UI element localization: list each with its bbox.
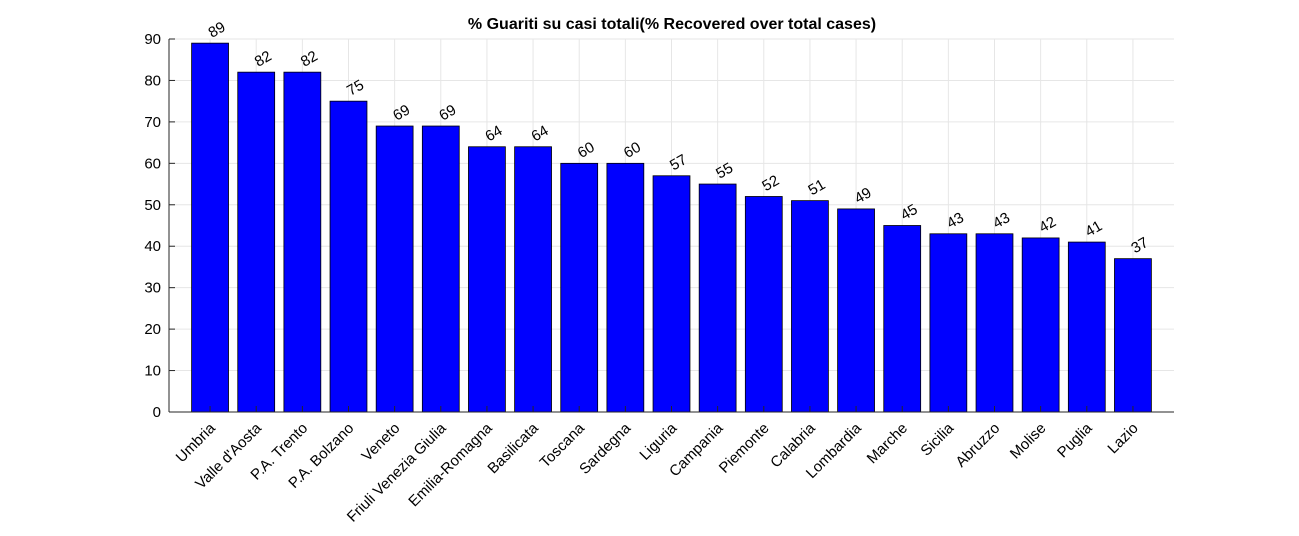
data-label: 41 bbox=[1082, 217, 1105, 240]
bar bbox=[744, 196, 783, 413]
y-tick-label: 70 bbox=[144, 114, 161, 131]
data-label: 60 bbox=[621, 139, 644, 162]
x-tick-label: Sicilia bbox=[917, 419, 957, 459]
y-tick-label: 10 bbox=[144, 363, 161, 380]
y-tick-label: 50 bbox=[144, 197, 161, 214]
bar bbox=[560, 162, 599, 413]
x-tick-label: Emilia-Romagna bbox=[405, 419, 496, 510]
data-label: 42 bbox=[1036, 213, 1059, 236]
y-tick-label: 80 bbox=[144, 72, 161, 89]
bar bbox=[698, 183, 737, 413]
bar bbox=[791, 200, 829, 413]
data-label: 43 bbox=[990, 209, 1013, 232]
data-label: 64 bbox=[482, 122, 505, 145]
y-tick-label: 20 bbox=[144, 321, 161, 338]
bar bbox=[283, 71, 322, 413]
data-label: 75 bbox=[344, 77, 367, 100]
data-label: 43 bbox=[944, 209, 967, 232]
bar bbox=[652, 175, 691, 413]
chart-title: % Guariti su casi totali(% Recovered ove… bbox=[468, 16, 876, 33]
x-tick-label: Molise bbox=[1007, 420, 1050, 463]
x-tick-label: Veneto bbox=[358, 420, 403, 465]
data-label: 51 bbox=[805, 176, 828, 199]
x-tick-label: Liguria bbox=[636, 419, 680, 463]
bar bbox=[375, 125, 414, 413]
x-tick-label: Marche bbox=[864, 420, 911, 467]
y-tick-label: 0 bbox=[153, 404, 161, 421]
data-label: 82 bbox=[252, 48, 275, 71]
data-label: 52 bbox=[759, 172, 782, 195]
data-label: 60 bbox=[575, 139, 598, 162]
x-tick-label: Piemonte bbox=[716, 420, 773, 477]
x-tick-label: Sardegna bbox=[576, 419, 634, 477]
bar bbox=[883, 225, 922, 413]
data-label: 89 bbox=[206, 19, 229, 42]
bar bbox=[514, 146, 552, 413]
data-label: 37 bbox=[1128, 234, 1151, 257]
x-tick-label: Abruzzo bbox=[952, 420, 1003, 471]
bar bbox=[1067, 241, 1106, 413]
x-tick-label: Lazio bbox=[1104, 420, 1141, 457]
bar bbox=[1114, 258, 1152, 413]
x-tick-label: Puglia bbox=[1054, 419, 1096, 461]
bar bbox=[1021, 237, 1060, 413]
x-tick-label: Umbria bbox=[173, 419, 220, 466]
data-label: 49 bbox=[852, 184, 875, 207]
bar bbox=[837, 208, 875, 413]
bar bbox=[191, 42, 229, 413]
bar bbox=[606, 162, 645, 413]
x-tick-label: Basilicata bbox=[484, 419, 542, 477]
data-labels: 89 82 82 75 69 69 64 64 60 60 57 55 52 51 49 45 43 43 42 41… bbox=[206, 19, 1152, 258]
y-tick-label: 40 bbox=[144, 238, 161, 255]
bars bbox=[191, 42, 1152, 413]
data-label: 57 bbox=[667, 151, 690, 174]
data-label: 64 bbox=[529, 122, 552, 145]
bar bbox=[468, 146, 506, 413]
data-label: 45 bbox=[898, 201, 921, 224]
bar bbox=[237, 71, 276, 413]
y-tick-label: 90 bbox=[144, 31, 161, 48]
data-label: 69 bbox=[390, 101, 413, 124]
y-tick-label: 30 bbox=[144, 280, 161, 297]
data-label: 55 bbox=[713, 159, 736, 182]
bar bbox=[975, 233, 1014, 413]
bar bbox=[329, 100, 368, 413]
y-tick-label: 60 bbox=[144, 155, 161, 172]
data-label: 82 bbox=[298, 48, 321, 71]
bar bbox=[421, 125, 460, 413]
bar bbox=[929, 233, 968, 413]
data-label: 69 bbox=[436, 101, 459, 124]
